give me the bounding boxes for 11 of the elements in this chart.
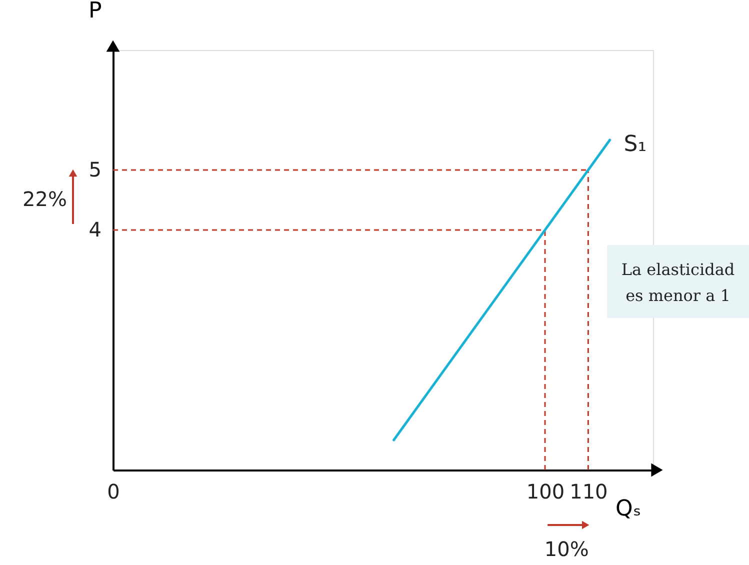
annotation: La elasticidad es menor a 1 — [621, 260, 735, 305]
y-tick-label: 5 — [88, 158, 102, 182]
text: 10% — [544, 537, 589, 561]
x-axis-title: Qₛ — [616, 496, 642, 522]
series-label: S₁ — [624, 132, 647, 157]
x-tick-label: 0 — [107, 480, 120, 504]
x-tick-label: 100 — [526, 480, 565, 504]
y-axis-title: P — [88, 0, 102, 24]
text: 22% — [22, 187, 67, 211]
x-tick-label: 110 — [570, 480, 608, 504]
y-tick-label: 4 — [88, 218, 102, 242]
